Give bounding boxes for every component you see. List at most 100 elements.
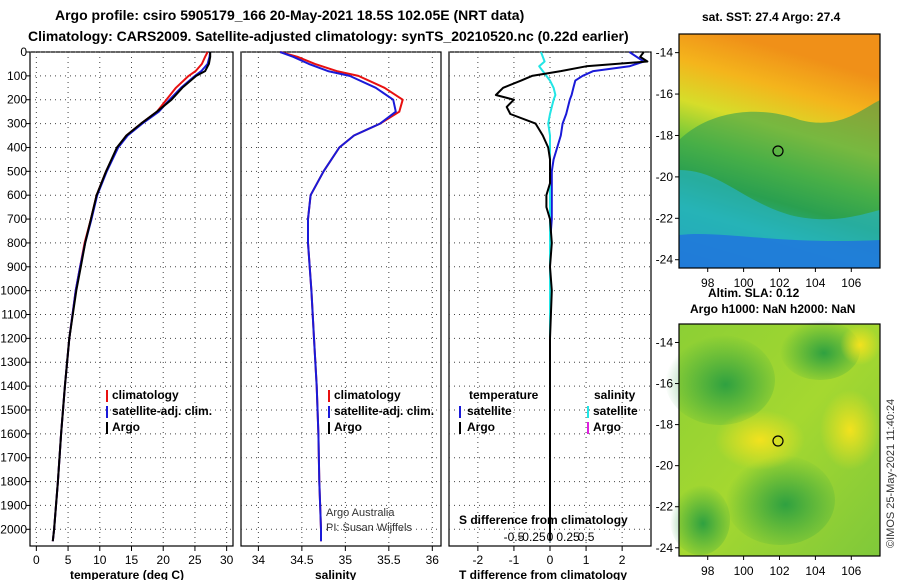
y-tick-label: 1800 xyxy=(0,475,27,489)
x-tick-label: 1 xyxy=(583,553,590,567)
sla-low-blob xyxy=(670,485,730,555)
map-lat-label: -16 xyxy=(656,87,674,101)
map-lon-label: 98 xyxy=(701,276,715,290)
legend-swatch-s-argo xyxy=(587,422,589,434)
sla-map-title-1: Altim. SLA: 0.12 xyxy=(708,286,800,300)
legend-label-satellite: satellite-adj. clim. xyxy=(112,404,212,418)
y-tick-label: 900 xyxy=(7,260,27,274)
y-tick-label: 1500 xyxy=(0,403,27,417)
x-tick-label-secondary: 0.25 xyxy=(556,530,580,544)
credit-line-1: Argo Australia xyxy=(326,507,395,519)
sla-high-blob xyxy=(820,390,880,470)
series-line-argo xyxy=(494,51,649,542)
y-tick-label: 100 xyxy=(7,69,27,83)
y-tick-label: 200 xyxy=(7,93,27,107)
y-tick-label: 1600 xyxy=(0,427,27,441)
legend-heading-salinity: salinity xyxy=(594,388,636,402)
legend-swatch-climatology xyxy=(328,390,330,402)
series-line-argo xyxy=(51,52,212,542)
legend-swatch-s-satellite xyxy=(587,406,589,418)
y-tick-label: 1700 xyxy=(0,451,27,465)
y-tick-label: 1900 xyxy=(0,498,27,512)
legend-swatch-satellite xyxy=(328,406,330,418)
map-lon-label: 98 xyxy=(701,564,715,578)
sst-cold-edge xyxy=(679,233,880,268)
series-line-climatology xyxy=(279,51,404,542)
legend-label-argo: Argo xyxy=(112,420,140,434)
series-line-satellite xyxy=(549,51,645,542)
map-lon-label: 102 xyxy=(769,564,789,578)
sla-map-title-2: Argo h1000: NaN h2000: NaN xyxy=(690,302,855,316)
x-tick-label: 35 xyxy=(339,553,353,567)
grid-layer xyxy=(30,51,651,546)
y-tick-label: 700 xyxy=(7,212,27,226)
imos-timestamp: ©IMOS 25-May-2021 11:40:24 xyxy=(885,399,897,548)
legend-label-argo: Argo xyxy=(334,420,362,434)
x-tick-label: 34 xyxy=(252,553,266,567)
legend-swatch-climatology xyxy=(106,390,108,402)
legend-label-s-satellite: satellite xyxy=(593,404,638,418)
map-lat-label: -14 xyxy=(656,46,674,60)
legend-label-t-argo: Argo xyxy=(467,420,495,434)
salinity-legend: climatology satellite-adj. clim. Argo Ar… xyxy=(326,388,434,534)
y-tick-label: 400 xyxy=(7,140,27,154)
sla-map xyxy=(665,320,881,557)
salinity-axis-label: salinity xyxy=(315,568,357,580)
salinity-panel-frame xyxy=(240,51,442,547)
y-tick-label: 1300 xyxy=(0,355,27,369)
map-lon-label: 106 xyxy=(841,564,861,578)
temperature-axis-label: temperature (deg C) xyxy=(70,568,184,580)
legend-label-climatology: climatology xyxy=(334,388,401,402)
x-tick-label: 15 xyxy=(125,553,139,567)
credit-line-2: PI: Susan Wijffels xyxy=(326,522,412,534)
y-tick-label: 300 xyxy=(7,117,27,131)
sla-high-blob xyxy=(840,325,880,365)
sla-low-blob xyxy=(725,455,835,545)
line-layer xyxy=(51,51,649,542)
legend-label-satellite: satellite-adj. clim. xyxy=(334,404,434,418)
legend-swatch-t-satellite xyxy=(459,406,461,418)
legend-swatch-t-argo xyxy=(459,422,461,434)
map-lat-label: -14 xyxy=(656,335,674,349)
map-lat-label: -24 xyxy=(656,541,674,555)
title-line-2: Climatology: CARS2009. Satellite-adjuste… xyxy=(28,28,629,44)
sst-map-title: sat. SST: 27.4 Argo: 27.4 xyxy=(702,10,841,24)
series-line-satellite-salinity xyxy=(538,51,557,542)
x-tick-label-secondary: -0.25 xyxy=(518,530,546,544)
y-tick-label: 1100 xyxy=(1,308,27,322)
map-lon-label: 102 xyxy=(769,276,789,290)
legend-label-s-argo: Argo xyxy=(593,420,621,434)
sla-low-blob xyxy=(780,320,860,380)
temperature-panel-frame xyxy=(29,51,234,547)
x-tick-label-secondary: -0.5 xyxy=(504,530,525,544)
x-tick-label: 5 xyxy=(65,553,72,567)
sst-map xyxy=(678,33,881,269)
legend-label-t-satellite: satellite xyxy=(467,404,512,418)
map-lat-label: -20 xyxy=(656,459,674,473)
y-tick-label: 1200 xyxy=(0,331,27,345)
map-lon-label: 100 xyxy=(734,276,754,290)
s-difference-axis-label: S difference from climatology xyxy=(459,513,628,527)
x-tick-label-secondary: 0.5 xyxy=(578,530,595,544)
legend-label-climatology: climatology xyxy=(112,388,179,402)
series-line-satellite-adj-clim- xyxy=(279,51,397,542)
map-lat-label: -16 xyxy=(656,377,674,391)
map-lon-label: 100 xyxy=(734,564,754,578)
x-tick-label: 25 xyxy=(188,553,202,567)
x-tick-label: 0 xyxy=(33,553,40,567)
map-lat-label: -24 xyxy=(656,253,674,267)
map-lat-label: -18 xyxy=(656,418,674,432)
map-lat-label: -22 xyxy=(656,500,674,514)
title-line-1: Argo profile: csiro 5905179_166 20-May-2… xyxy=(55,7,524,23)
legend-swatch-satellite xyxy=(106,406,108,418)
map-lat-label: -22 xyxy=(656,211,674,225)
y-tick-label: 500 xyxy=(7,164,27,178)
legend-heading-temperature: temperature xyxy=(469,388,539,402)
x-tick-label: -1 xyxy=(509,553,520,567)
x-tick-label: 30 xyxy=(220,553,234,567)
difference-legend: temperature salinity satellite Argo sate… xyxy=(459,388,638,434)
map-lon-label: 104 xyxy=(805,276,825,290)
y-tick-label: 600 xyxy=(7,188,27,202)
sla-high-blob xyxy=(715,410,805,470)
y-tick-label: 0 xyxy=(20,45,27,59)
